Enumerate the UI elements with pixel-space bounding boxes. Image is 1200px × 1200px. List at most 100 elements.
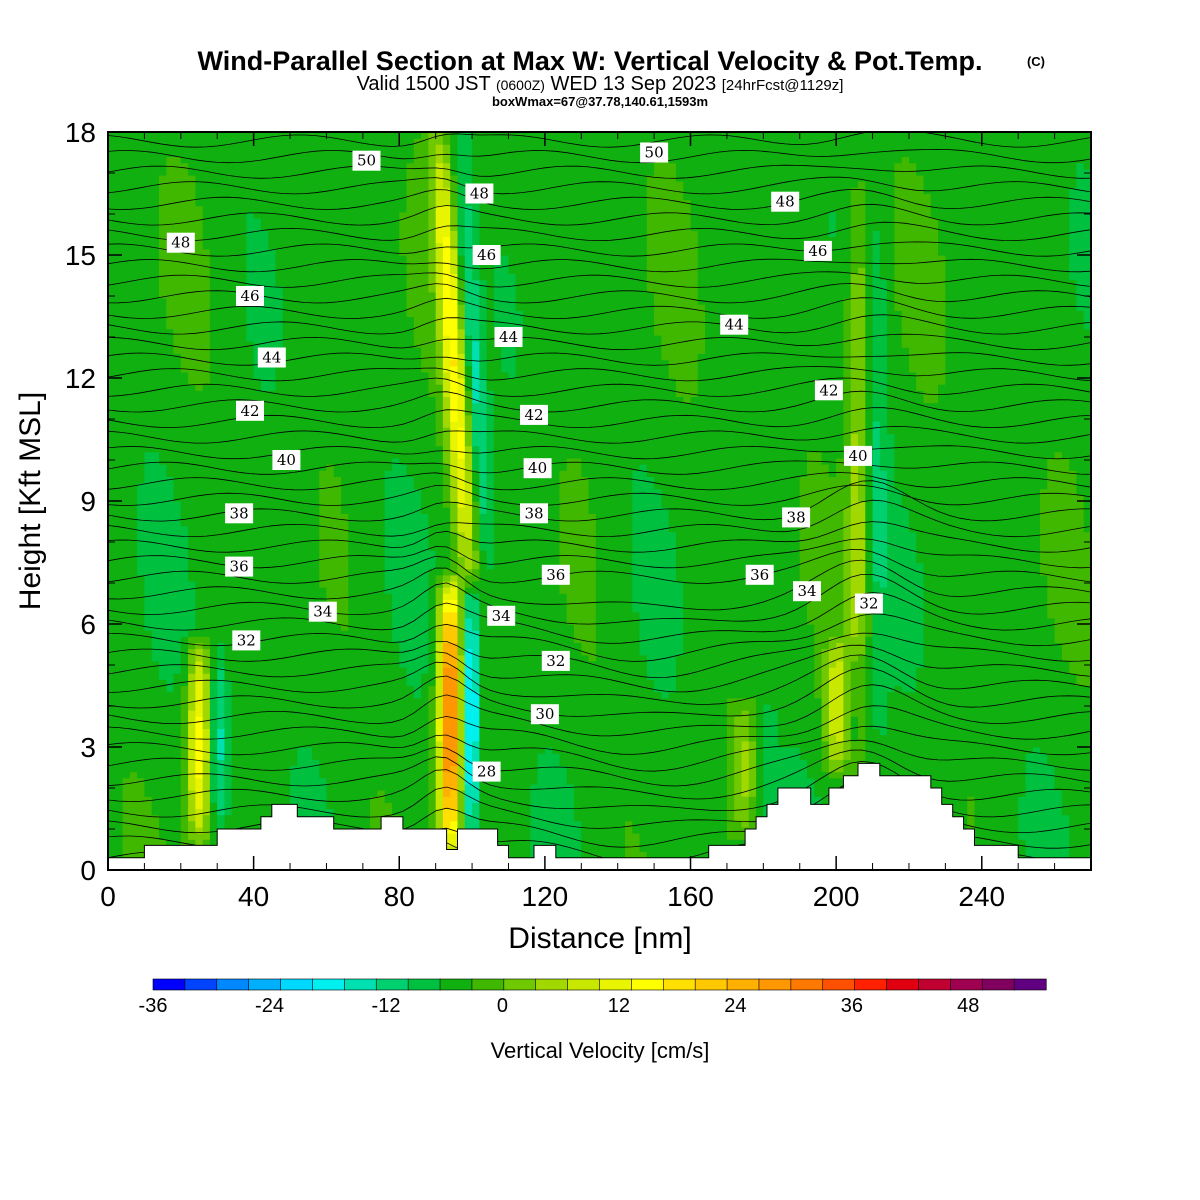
- w-cell: [253, 531, 262, 539]
- w-cell: [377, 267, 386, 274]
- w-cell: [268, 593, 277, 600]
- w-cell: [180, 562, 189, 570]
- w-cell: [188, 808, 196, 816]
- w-cell: [370, 353, 378, 361]
- w-cell: [144, 261, 153, 268]
- w-cell: [370, 328, 378, 336]
- w-cell: [180, 587, 189, 594]
- w-cell: [290, 777, 298, 785]
- w-cell: [115, 175, 124, 182]
- w-cell: [188, 291, 196, 299]
- w-cell: [173, 636, 182, 643]
- w-cell: [311, 704, 320, 711]
- w-cell: [326, 728, 335, 736]
- w-cell: [275, 175, 284, 182]
- w-cell: [122, 525, 131, 533]
- w-cell: [370, 501, 378, 508]
- w-cell: [319, 796, 328, 803]
- w-cell: [144, 132, 153, 139]
- w-cell: [151, 279, 160, 287]
- w-cell: [246, 464, 255, 471]
- w-cell: [341, 291, 349, 299]
- w-cell: [392, 279, 400, 287]
- w-cell: [224, 728, 233, 736]
- w-cell: [268, 630, 277, 637]
- w-cell: [355, 218, 364, 225]
- w-cell: [246, 384, 255, 391]
- w-cell: [108, 568, 116, 576]
- w-cell: [209, 390, 218, 397]
- w-cell: [275, 439, 284, 447]
- w-cell: [268, 138, 277, 145]
- w-cell: [290, 211, 298, 219]
- w-cell: [282, 654, 291, 662]
- w-cell: [355, 470, 364, 477]
- w-cell: [319, 310, 328, 317]
- w-cell: [115, 334, 124, 342]
- w-cell: [406, 716, 415, 724]
- w-cell: [180, 224, 189, 231]
- w-cell: [290, 494, 298, 502]
- w-cell: [173, 476, 182, 484]
- w-cell: [341, 654, 349, 662]
- w-cell: [195, 218, 204, 225]
- w-cell: [188, 697, 196, 705]
- w-cell: [341, 433, 349, 440]
- w-cell: [384, 691, 393, 699]
- w-cell: [253, 359, 262, 367]
- w-cell: [108, 851, 116, 859]
- w-cell: [355, 267, 364, 274]
- w-cell: [268, 679, 277, 687]
- w-cell: [319, 765, 328, 773]
- w-cell: [231, 365, 240, 373]
- w-cell: [188, 820, 196, 828]
- w-cell: [159, 347, 167, 354]
- w-cell: [180, 175, 189, 182]
- w-cell: [348, 605, 357, 613]
- w-cell: [333, 193, 342, 201]
- w-cell: [311, 390, 320, 397]
- w-cell: [129, 156, 138, 164]
- w-cell: [311, 531, 320, 539]
- w-cell: [253, 537, 262, 545]
- w-cell: [290, 691, 298, 699]
- w-cell: [239, 531, 247, 539]
- w-cell: [319, 132, 328, 139]
- w-cell: [231, 494, 240, 502]
- w-cell: [275, 796, 284, 803]
- w-cell: [290, 617, 298, 625]
- w-cell: [275, 759, 284, 766]
- w-cell: [129, 316, 138, 324]
- w-cell: [217, 636, 226, 643]
- w-cell: [253, 347, 262, 354]
- w-cell: [202, 488, 211, 496]
- w-cell: [188, 679, 196, 687]
- w-cell: [115, 304, 124, 311]
- w-cell: [326, 359, 335, 367]
- w-cell: [217, 248, 226, 256]
- w-cell: [144, 814, 153, 822]
- w-cell: [319, 414, 328, 422]
- w-cell: [311, 445, 320, 453]
- w-cell: [115, 236, 124, 244]
- w-cell: [377, 636, 386, 643]
- w-cell: [311, 236, 320, 244]
- w-cell: [202, 255, 211, 262]
- w-cell: [188, 587, 196, 594]
- w-cell: [209, 525, 218, 533]
- w-cell: [166, 285, 175, 293]
- w-cell: [231, 322, 240, 330]
- w-cell: [195, 839, 204, 846]
- w-cell: [122, 660, 131, 668]
- w-cell: [151, 365, 160, 373]
- w-cell: [311, 261, 320, 268]
- w-cell: [290, 304, 298, 311]
- w-cell: [326, 230, 335, 238]
- w-cell: [231, 734, 240, 742]
- w-cell: [209, 279, 218, 287]
- w-cell: [144, 144, 153, 151]
- w-cell: [319, 507, 328, 514]
- w-cell: [108, 839, 116, 846]
- w-cell: [297, 519, 306, 527]
- w-cell: [137, 790, 145, 797]
